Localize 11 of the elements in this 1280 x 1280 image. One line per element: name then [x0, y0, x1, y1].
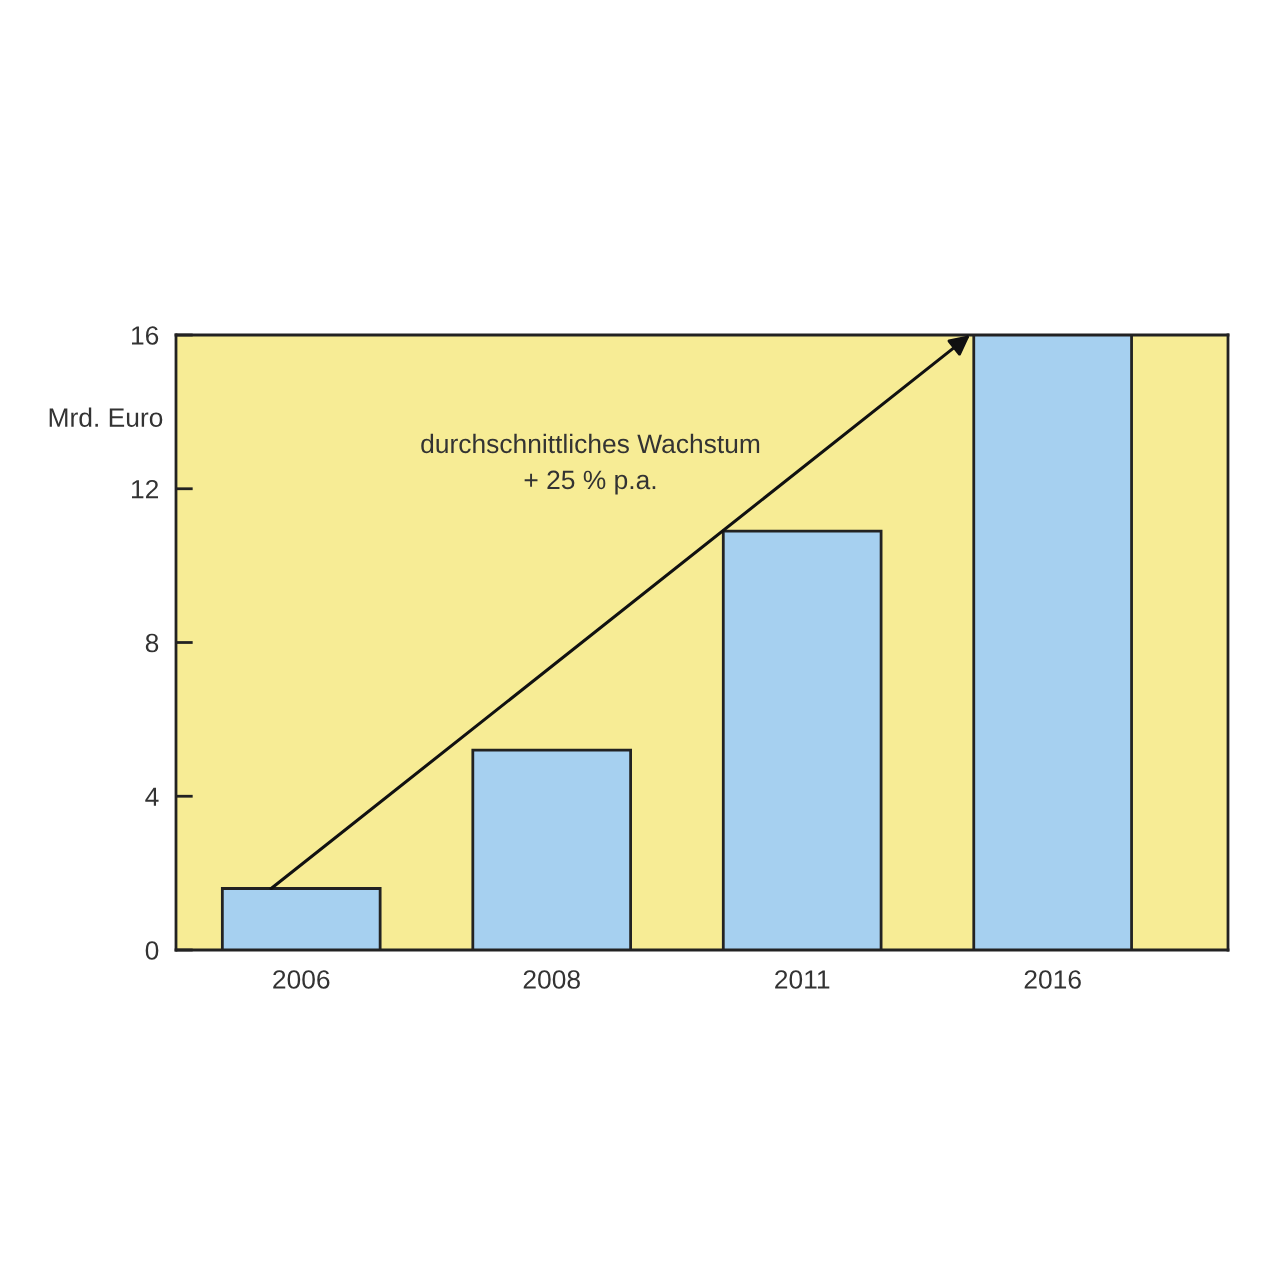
- annotation: durchschnittliches Wachstum + 25 % p.a.: [421, 433, 760, 495]
- y-tick-label: 16: [132, 326, 159, 345]
- y-tick-label: 8: [145, 633, 159, 653]
- x-tick-label: 2006: [273, 970, 330, 989]
- y-axis-title: Mrd. Euro: [49, 407, 163, 427]
- x-tick-label: 2016: [1024, 970, 1081, 989]
- x-tick-label: 2011: [775, 970, 830, 989]
- y-tick-label: 0: [145, 941, 159, 960]
- y-tick-label: 12: [132, 479, 159, 499]
- x-tick-label: 2008: [523, 970, 580, 989]
- y-tick-label: 4: [145, 787, 159, 806]
